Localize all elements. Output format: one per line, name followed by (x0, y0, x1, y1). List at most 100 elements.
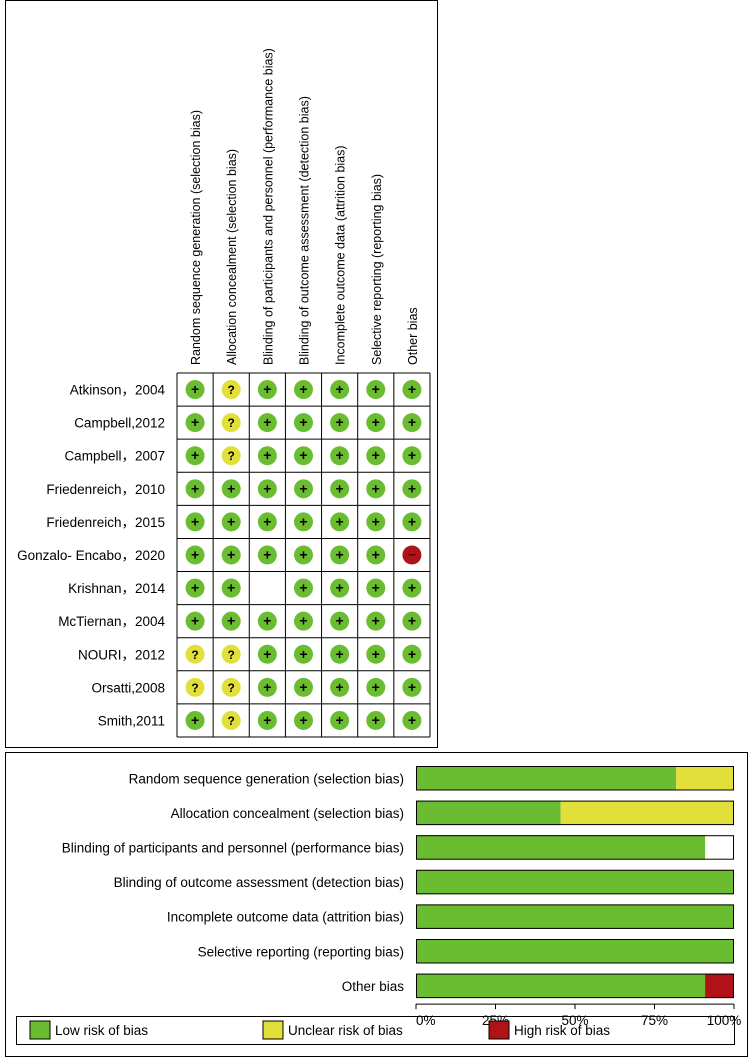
rating-dot-low (185, 413, 205, 433)
rating-symbol: + (372, 613, 380, 629)
rating-symbol: + (372, 546, 380, 562)
rating-symbol: + (191, 613, 199, 629)
bar-segment-high (705, 973, 734, 999)
rating-dot-unclear (185, 677, 205, 697)
graph-panel-frame (5, 752, 748, 1057)
rating-symbol: + (336, 580, 344, 596)
rating-dot-unclear (221, 446, 241, 466)
bar-category-label: Random sequence generation (selection bi… (129, 771, 404, 786)
rating-symbol: + (336, 613, 344, 629)
rating-symbol: + (299, 381, 307, 397)
rating-dot-low (366, 479, 386, 499)
rating-dot-low (402, 446, 422, 466)
bar-segment-low (416, 939, 734, 964)
rating-symbol: + (372, 447, 380, 463)
study-label: NOURI，2012 (78, 647, 165, 662)
rating-dot-low (185, 578, 205, 598)
rating-symbol: + (372, 679, 380, 695)
rating-symbol: + (408, 580, 416, 596)
bar-category-label: Blinding of participants and personnel (… (62, 840, 404, 855)
legend-label: High risk of bias (514, 1023, 610, 1038)
study-label: Friedenreich，2015 (46, 515, 165, 530)
rating-symbol: + (227, 480, 235, 496)
rating-symbol: + (336, 546, 344, 562)
rating-symbol: ? (191, 648, 198, 662)
rating-symbol: + (372, 480, 380, 496)
rating-dot-low (366, 644, 386, 664)
rating-dot-low (221, 611, 241, 631)
rating-symbol: + (336, 447, 344, 463)
legend-swatch-high (488, 1020, 510, 1040)
rating-symbol: + (336, 513, 344, 529)
rating-dot-low (185, 446, 205, 466)
rating-dot-low (221, 479, 241, 499)
rating-dot-low (402, 413, 422, 433)
rating-symbol: ? (228, 648, 235, 662)
legend-swatch-low (29, 1020, 51, 1040)
rating-dot-low (293, 578, 313, 598)
rating-symbol: + (372, 712, 380, 728)
rating-dot-low (366, 512, 386, 532)
column-header: Blinding of participants and personnel (… (261, 48, 275, 365)
rating-dot-low (257, 413, 277, 433)
rating-symbol: + (299, 613, 307, 629)
rating-symbol: ? (191, 681, 198, 695)
study-label: Atkinson，2004 (70, 383, 166, 398)
rating-symbol: + (372, 513, 380, 529)
rating-dot-low (330, 644, 350, 664)
bar-category-label: Blinding of outcome assessment (detectio… (114, 875, 404, 890)
rating-dot-low (330, 578, 350, 598)
rating-symbol: + (299, 712, 307, 728)
rating-symbol: ? (228, 449, 235, 463)
rating-symbol: + (191, 414, 199, 430)
bar-outline (416, 939, 734, 964)
rating-dot-unclear (221, 380, 241, 400)
bar-segment-unclear (676, 766, 734, 791)
rating-symbol: + (191, 513, 199, 529)
rating-dot-unclear (185, 644, 205, 664)
rating-dot-low (185, 710, 205, 730)
rating-symbol: + (299, 513, 307, 529)
rating-dot-low (293, 512, 313, 532)
bar-segment-unclear (560, 800, 734, 826)
rating-dot-low (402, 578, 422, 598)
rating-symbol: + (263, 546, 271, 562)
rating-symbol: + (372, 381, 380, 397)
study-label: Campbell，2007 (64, 449, 165, 464)
rating-dot-low (330, 380, 350, 400)
rating-symbol: ? (228, 416, 235, 430)
rating-symbol: + (191, 447, 199, 463)
rating-symbol: ? (228, 714, 235, 728)
rating-dot-low (330, 512, 350, 532)
x-tick-label: 75% (641, 1013, 668, 1028)
bar-outline (416, 869, 734, 895)
bar-segment-low (416, 973, 706, 999)
bar-segment-low (416, 800, 561, 826)
rating-symbol: + (191, 381, 199, 397)
rating-dot-low (185, 611, 205, 631)
rating-dot-low (257, 380, 277, 400)
rating-symbol: + (336, 480, 344, 496)
rating-dot-low (221, 545, 241, 565)
rating-symbol: + (336, 646, 344, 662)
summary-panel-frame (5, 0, 438, 748)
rating-symbol: + (408, 513, 416, 529)
rating-dot-low (366, 611, 386, 631)
bar-outline (416, 973, 734, 999)
rating-dot-low (257, 545, 277, 565)
x-tick-label: 0% (416, 1013, 436, 1028)
rating-symbol: + (227, 580, 235, 596)
study-label: Smith,2011 (98, 713, 165, 728)
column-header: Selective reporting (reporting bias) (370, 174, 384, 365)
rating-symbol: + (263, 679, 271, 695)
rating-symbol: ? (228, 681, 235, 695)
rating-dot-low (185, 512, 205, 532)
rating-symbol: + (408, 712, 416, 728)
rating-symbol: + (263, 613, 271, 629)
rating-dot-low (221, 578, 241, 598)
bar-category-label: Selective reporting (reporting bias) (198, 944, 404, 959)
bar-outline (416, 766, 734, 791)
rating-dot-low (257, 512, 277, 532)
study-label: Gonzalo- Encabo，2020 (17, 548, 165, 563)
rating-dot-low (366, 710, 386, 730)
